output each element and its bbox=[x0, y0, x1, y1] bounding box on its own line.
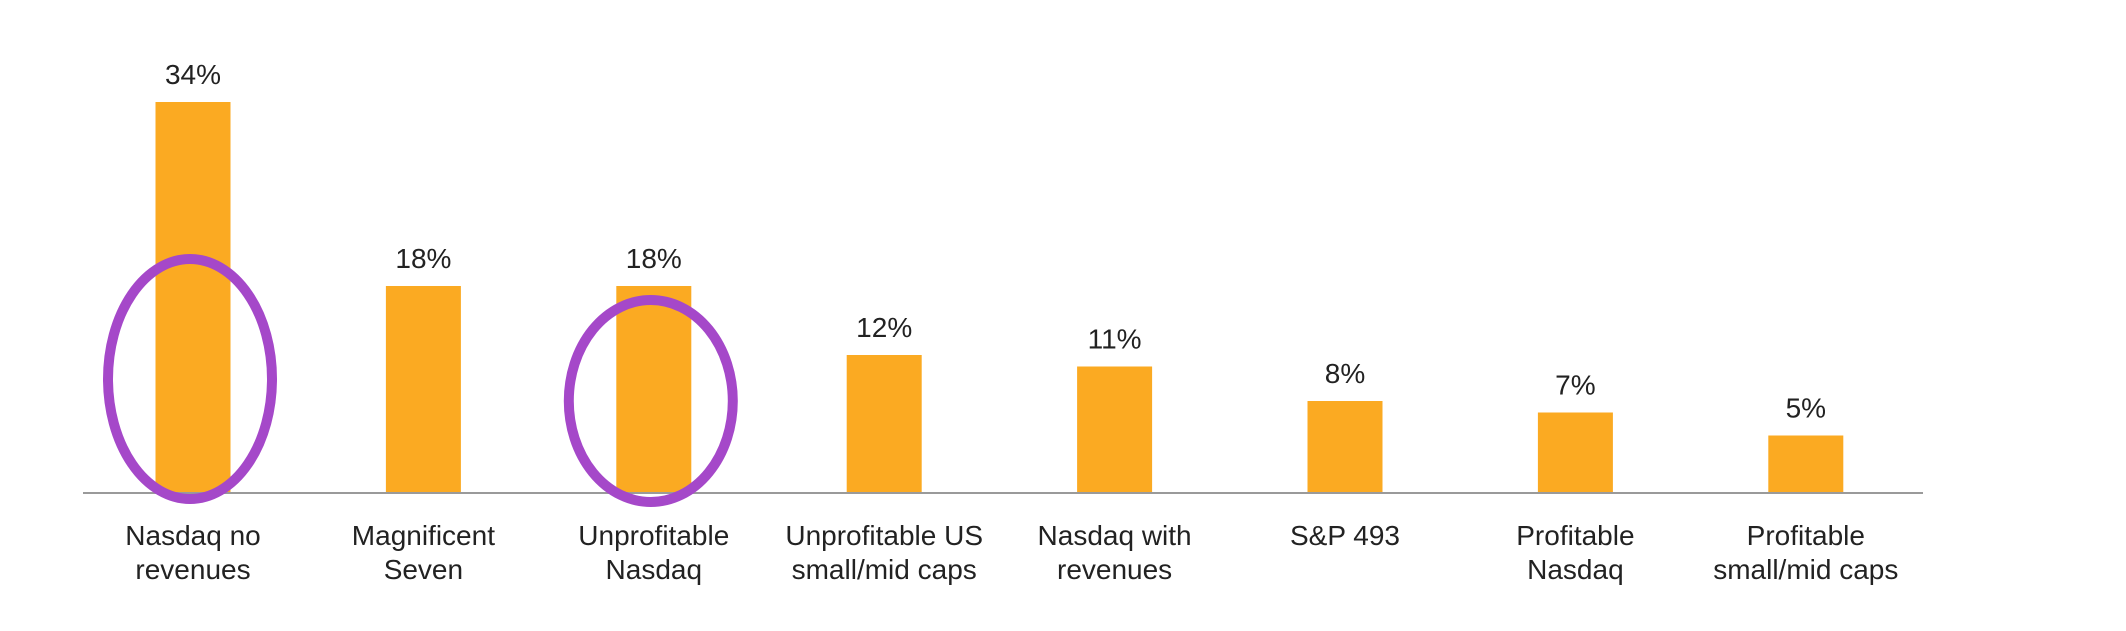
data-label-nasdaq-no-revenues: 34% bbox=[165, 59, 221, 90]
bar-profitable-nasdaq bbox=[1537, 412, 1613, 493]
data-label-profitable-small-mid-caps: 5% bbox=[1786, 393, 1826, 424]
x-tick-label-line: revenues bbox=[135, 554, 250, 585]
bar-unprofitable-nasdaq bbox=[616, 286, 692, 493]
highlight-annotations-layer bbox=[103, 254, 738, 507]
x-tick-label-line: Nasdaq with bbox=[1038, 520, 1192, 551]
x-tick-label-nasdaq-no-revenues: Nasdaq no revenues bbox=[125, 520, 260, 585]
bar-nasdaq-no-revenues bbox=[155, 102, 231, 493]
x-tick-label-profitable-small-mid-caps: Profitable small/mid caps bbox=[1713, 520, 1898, 585]
bar-nasdaq-with-revenues bbox=[1077, 366, 1153, 493]
data-label-unprofitable-nasdaq: 18% bbox=[626, 243, 682, 274]
x-tick-label-unprofitable-nasdaq: Unprofitable Nasdaq bbox=[578, 520, 729, 585]
x-tick-label-nasdaq-with-revenues: Nasdaq with revenues bbox=[1038, 520, 1192, 585]
x-tick-label-magnificent-seven: Magnificent Seven bbox=[352, 520, 495, 585]
x-tick-label-line: small/mid caps bbox=[792, 554, 977, 585]
bar-magnificent-seven bbox=[385, 286, 461, 493]
bar-unprofitable-us-small-mid-caps bbox=[846, 355, 922, 493]
data-label-profitable-nasdaq: 7% bbox=[1555, 370, 1595, 401]
bars-layer bbox=[155, 102, 1844, 493]
x-tick-label-line: S&P 493 bbox=[1290, 520, 1400, 551]
highlight-ellipse-nasdaq-no-revenues bbox=[103, 254, 277, 504]
bar-sandp-493 bbox=[1307, 401, 1383, 493]
highlight-ellipse-unprofitable-nasdaq bbox=[563, 295, 738, 507]
x-tick-label-line: Nasdaq no bbox=[125, 520, 260, 551]
data-label-magnificent-seven: 18% bbox=[395, 243, 451, 274]
x-tick-label-sandp-493: S&P 493 bbox=[1290, 520, 1400, 551]
value-labels-layer: 34% 18% 18% 12% 11% 8% 7% 5% bbox=[165, 59, 1826, 424]
bar-profitable-small-mid-caps bbox=[1768, 435, 1844, 493]
x-tick-label-unprofitable-us-small-mid-caps: Unprofitable US small/mid caps bbox=[785, 520, 983, 585]
x-tick-label-line: Profitable bbox=[1516, 520, 1634, 551]
x-tick-label-line: Unprofitable US bbox=[785, 520, 983, 551]
x-tick-label-line: Nasdaq bbox=[1527, 554, 1624, 585]
x-tick-label-profitable-nasdaq: Profitable Nasdaq bbox=[1516, 520, 1634, 585]
x-tick-label-line: Profitable bbox=[1747, 520, 1865, 551]
x-tick-label-line: Nasdaq bbox=[606, 554, 703, 585]
x-tick-label-line: revenues bbox=[1057, 554, 1172, 585]
data-label-unprofitable-us-small-mid-caps: 12% bbox=[856, 312, 912, 343]
data-label-sandp-493: 8% bbox=[1325, 358, 1365, 389]
x-tick-label-line: small/mid caps bbox=[1713, 554, 1898, 585]
x-tick-label-line: Seven bbox=[384, 554, 463, 585]
x-tick-label-line: Unprofitable bbox=[578, 520, 729, 551]
x-tick-label-line: Magnificent bbox=[352, 520, 495, 551]
data-label-nasdaq-with-revenues: 11% bbox=[1088, 324, 1142, 355]
